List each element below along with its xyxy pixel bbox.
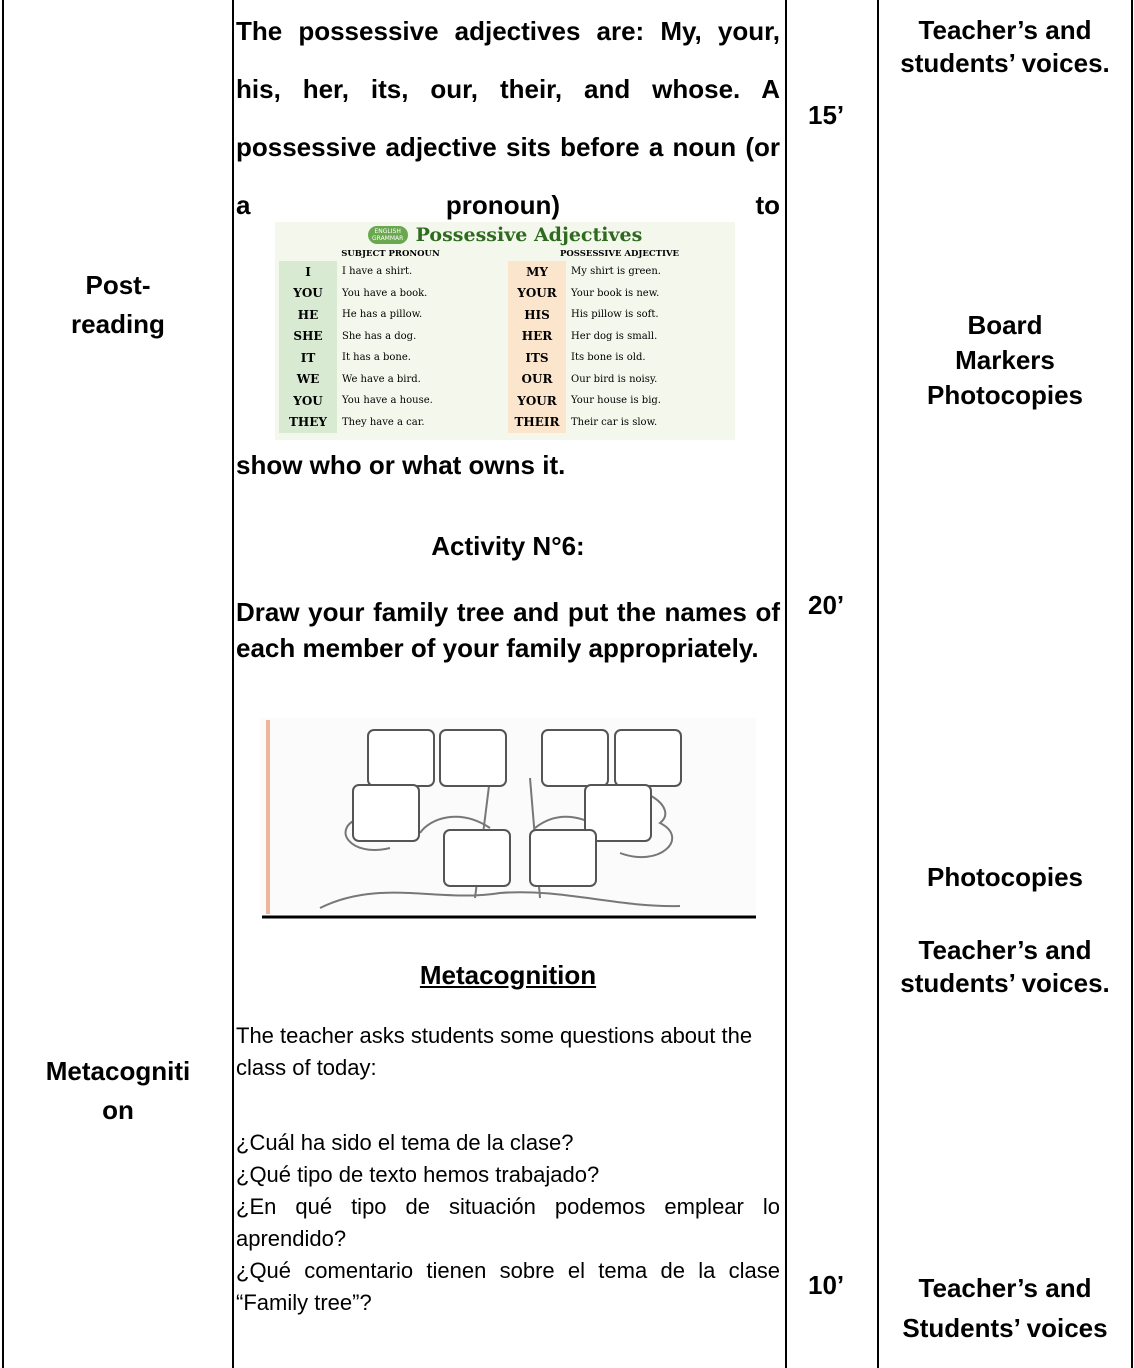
chart-row: YOU You have a house.: [279, 390, 502, 412]
question: ¿Qué tipo de texto hemos trabajado?: [236, 1162, 600, 1187]
question: ¿Cuál ha sido el tema de la clase?: [236, 1130, 574, 1155]
adjective: YOUR: [508, 282, 566, 304]
table-border: [1131, 0, 1133, 1368]
chart-row: THEY They have a car.: [279, 411, 502, 433]
stage-label: on: [102, 1095, 134, 1125]
materials: Photocopies: [926, 862, 1083, 892]
example: You have a house.: [342, 395, 433, 407]
pronoun: WE: [279, 368, 337, 390]
question-list: ¿Cuál ha sido el tema de la clase? ¿Qué t…: [236, 1127, 780, 1319]
example: I have a shirt.: [342, 266, 413, 278]
stage-cell: Metacogniti on: [4, 1052, 232, 1130]
example: Your book is new.: [571, 287, 660, 299]
example: Our bird is noisy.: [571, 373, 658, 385]
chart-row: WE We have a bird.: [279, 368, 502, 390]
badge: ENGLISH GRAMMAR: [367, 226, 408, 244]
question: ¿Qué comentario tienen sobre el tema de …: [236, 1258, 780, 1315]
time: 20’: [808, 590, 845, 620]
chart-row: YOUR Your book is new.: [508, 282, 731, 304]
chart-row: HER Her dog is small.: [508, 325, 731, 347]
adjective: THEIR: [508, 411, 566, 433]
activity-title: Activity N°6:: [431, 531, 585, 561]
example: They have a car.: [342, 416, 425, 428]
example: Their car is slow.: [571, 416, 658, 428]
paragraph: The possessive adjectives are: My, your,…: [236, 16, 780, 220]
activity-text: Draw your family tree and put the names …: [236, 597, 780, 663]
pronoun: SHE: [279, 325, 337, 347]
adjective: OUR: [508, 368, 566, 390]
time: 15’: [808, 100, 845, 130]
pronoun: IT: [279, 347, 337, 369]
stage-label: reading: [71, 309, 165, 339]
adjective-column: POSSESSIVE ADJECTIVE MY My shirt is green.…: [508, 248, 731, 433]
table-border: [785, 0, 787, 1368]
time: 10’: [808, 1270, 845, 1300]
materials: Teacher’s and students’ voices.: [900, 15, 1110, 78]
column-header: SUBJECT PRONOUN: [341, 249, 440, 259]
stage-label: Post-: [85, 270, 151, 300]
family-tree-image: [260, 718, 756, 919]
pronoun: I: [279, 261, 337, 283]
chart-row: IT It has a bone.: [279, 347, 502, 369]
chart-row: MY My shirt is green.: [508, 261, 731, 283]
example: She has a dog.: [342, 330, 417, 342]
grammar-chart: ENGLISH GRAMMAR Possessive Adjectives SU…: [275, 222, 735, 440]
example: Its bone is old.: [571, 352, 646, 364]
question: ¿En qué tipo de situación podemos emplea…: [236, 1194, 780, 1251]
adjective: MY: [508, 261, 566, 283]
example: It has a bone.: [342, 352, 411, 364]
example: Your house is big.: [571, 395, 661, 407]
pronoun: YOU: [279, 282, 337, 304]
pronoun-column: SUBJECT PRONOUN I I have a shirt. YOU You ha…: [279, 248, 502, 433]
pronoun: THEY: [279, 411, 337, 433]
stage-label: Metacogniti: [45, 1056, 191, 1086]
adjective: ITS: [508, 347, 566, 369]
materials: Teacher’s and Students’ voices: [902, 1273, 1108, 1343]
example: My shirt is green.: [571, 266, 661, 278]
section-heading: Metacognition: [419, 960, 597, 990]
table-border: [232, 0, 234, 1368]
materials: Teacher’s and students’ voices.: [900, 935, 1110, 998]
chart-row: SHE She has a dog.: [279, 325, 502, 347]
chart-row: THEIR Their car is slow.: [508, 411, 731, 433]
chart-row: YOUR Your house is big.: [508, 390, 731, 412]
chart-title: Possessive Adjectives: [415, 224, 643, 246]
column-header: POSSESSIVE ADJECTIVE: [559, 249, 680, 259]
chart-row: ITS Its bone is old.: [508, 347, 731, 369]
table-border: [877, 0, 879, 1368]
pronoun: HE: [279, 304, 337, 326]
adjective: YOUR: [508, 390, 566, 412]
adjective: HER: [508, 325, 566, 347]
materials: Board Markers Photocopies: [926, 310, 1083, 410]
adjective: HIS: [508, 304, 566, 326]
example: His pillow is soft.: [571, 309, 659, 321]
example: He has a pillow.: [342, 309, 423, 321]
chart-row: HIS His pillow is soft.: [508, 304, 731, 326]
chart-row: YOU You have a book.: [279, 282, 502, 304]
paragraph: show who or what owns it.: [236, 450, 566, 480]
chart-row: I I have a shirt.: [279, 261, 502, 283]
chart-row: HE He has a pillow.: [279, 304, 502, 326]
example: You have a book.: [342, 287, 428, 299]
chart-header: ENGLISH GRAMMAR Possessive Adjectives: [275, 222, 735, 248]
stage-cell: Post- reading: [4, 266, 232, 344]
chart-row: OUR Our bird is noisy.: [508, 368, 731, 390]
table-border: [2, 0, 4, 1368]
example: We have a bird.: [342, 373, 421, 385]
paragraph: The teacher asks students some questions…: [236, 1023, 753, 1080]
example: Her dog is small.: [571, 330, 658, 342]
pronoun: YOU: [279, 390, 337, 412]
